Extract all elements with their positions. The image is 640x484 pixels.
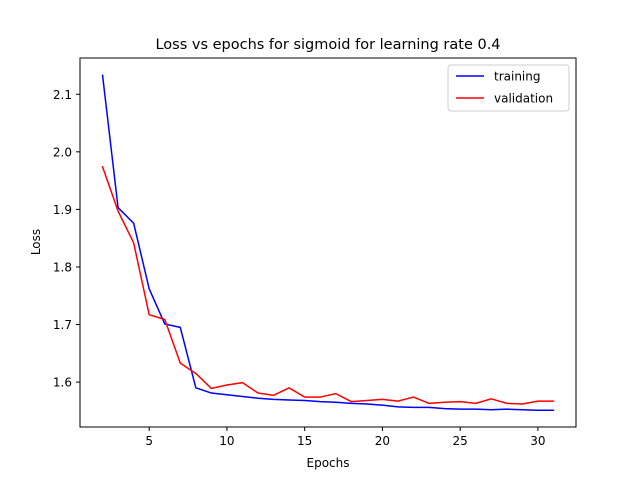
x-axis-label: Epochs <box>307 456 350 470</box>
x-tick-label: 10 <box>219 434 234 448</box>
series-line-validation <box>101 165 555 405</box>
plot-frame <box>79 57 577 428</box>
plot-area: 5 10 15 20 25 30 1.6 1.7 1.8 1.9 2.0 2.1 <box>53 57 577 448</box>
y-axis-label: Loss <box>29 229 43 255</box>
legend-label-validation: validation <box>494 92 553 106</box>
y-tick-label: 1.8 <box>53 260 72 274</box>
y-tick-label: 1.9 <box>53 203 72 217</box>
y-tick-label: 1.6 <box>53 376 72 390</box>
series-lines <box>101 74 555 412</box>
y-tick-label: 2.0 <box>53 145 72 159</box>
legend-label-training: training <box>494 70 541 84</box>
chart-title: Loss vs epochs for sigmoid for learning … <box>155 37 500 53</box>
x-axis-ticks: 5 10 15 20 25 30 <box>145 427 546 448</box>
legend: training validation <box>447 64 570 112</box>
series-line-training <box>101 74 555 412</box>
y-tick-label: 1.7 <box>53 318 72 332</box>
y-tick-label: 2.1 <box>53 88 72 102</box>
y-axis-ticks: 1.6 1.7 1.8 1.9 2.0 2.1 <box>53 88 80 390</box>
x-tick-label: 15 <box>297 434 312 448</box>
x-tick-label: 5 <box>145 434 153 448</box>
x-tick-label: 20 <box>375 434 390 448</box>
x-tick-label: 25 <box>453 434 468 448</box>
x-tick-label: 30 <box>530 434 545 448</box>
